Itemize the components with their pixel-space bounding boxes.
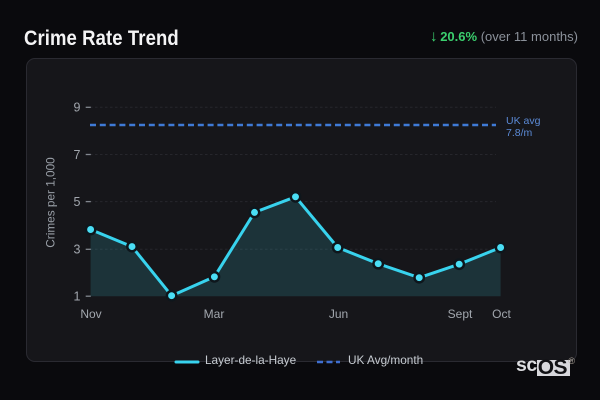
svg-text:Oct: Oct [492, 307, 511, 321]
svg-text:Jun: Jun [329, 307, 348, 321]
svg-text:7: 7 [74, 148, 81, 162]
svg-text:Mar: Mar [204, 307, 225, 321]
svg-text:1: 1 [74, 290, 81, 304]
svg-text:UK avg: UK avg [506, 115, 541, 127]
svg-text:9: 9 [74, 101, 81, 115]
svg-text:7.8/m: 7.8/m [506, 127, 533, 139]
svg-text:Crimes per 1,000: Crimes per 1,000 [44, 157, 58, 248]
svg-text:3: 3 [74, 243, 81, 257]
svg-text:Nov: Nov [80, 307, 101, 321]
svg-text:5: 5 [74, 195, 81, 209]
svg-text:Sept: Sept [448, 307, 473, 321]
